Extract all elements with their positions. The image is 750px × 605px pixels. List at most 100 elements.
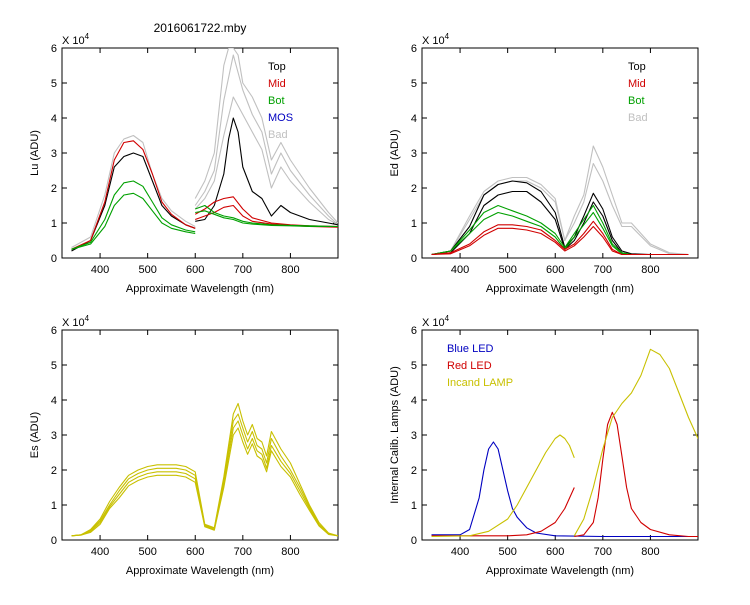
legend-entry-mid: Mid (268, 78, 286, 90)
x-tick-label: 800 (641, 264, 659, 276)
y-exponent-label: X 104 (422, 314, 450, 329)
y-tick-label: 2 (51, 183, 57, 195)
y-tick-label: 3 (51, 430, 57, 442)
x-tick-label: 700 (594, 264, 612, 276)
series-line-bad (194, 96, 338, 226)
y-tick-label: 0 (411, 253, 417, 265)
y-exponent-base: X 10 (62, 35, 85, 47)
legend-entry-bot: Bot (268, 95, 285, 107)
legend-entry-mid: Mid (628, 78, 646, 90)
y-exponent-base: X 10 (422, 317, 445, 329)
y-tick-label: 0 (51, 253, 57, 265)
x-tick-label: 600 (186, 546, 204, 558)
series-line-blue-led (431, 441, 698, 538)
y-exponent-power: 4 (445, 32, 450, 41)
y-exponent-label: X 104 (422, 32, 450, 47)
series-line-bad (431, 145, 689, 256)
x-tick-label: 800 (641, 546, 659, 558)
y-exponent-base: X 10 (62, 317, 85, 329)
y-tick-label: 2 (411, 183, 417, 195)
y-tick-label: 1 (411, 500, 417, 512)
series-group (431, 348, 698, 538)
y-tick-label: 0 (51, 535, 57, 547)
series-group (71, 402, 338, 537)
y-tick-label: 1 (411, 218, 417, 230)
x-tick-label: 400 (91, 546, 109, 558)
y-exponent-power: 4 (445, 314, 450, 323)
x-tick-label: 800 (281, 546, 299, 558)
series-line-red-led (574, 411, 698, 538)
y-tick-label: 6 (411, 325, 417, 337)
y-tick-label: 1 (51, 218, 57, 230)
series-line-es (71, 427, 338, 537)
y-axis-label: Internal Calib. Lamps (ADU) (389, 366, 401, 504)
x-tick-label: 700 (234, 546, 252, 558)
y-tick-label: 2 (411, 465, 417, 477)
series-line-bot (71, 192, 196, 250)
x-tick-label: 600 (546, 546, 564, 558)
y-tick-label: 1 (51, 500, 57, 512)
x-tick-label: 700 (594, 546, 612, 558)
y-exponent-label: X 104 (62, 314, 90, 329)
y-tick-label: 3 (411, 148, 417, 160)
y-tick-label: 2 (51, 465, 57, 477)
y-tick-label: 6 (51, 43, 57, 55)
legend-entry-mos: MOS (268, 112, 293, 124)
x-tick-label: 500 (498, 546, 516, 558)
x-tick-label: 600 (546, 264, 564, 276)
legend-entry-red-led: Red LED (447, 360, 492, 372)
y-tick-label: 6 (51, 325, 57, 337)
y-tick-label: 3 (51, 148, 57, 160)
x-tick-label: 400 (91, 264, 109, 276)
series-line-es (71, 413, 338, 537)
x-tick-label: 800 (281, 264, 299, 276)
x-tick-label: 500 (498, 264, 516, 276)
y-axis-label: Ed (ADU) (389, 129, 401, 176)
legend-entry-bad: Bad (268, 129, 288, 141)
y-tick-label: 5 (411, 360, 417, 372)
series-line-top (71, 152, 196, 252)
series-line-mid (431, 225, 689, 256)
y-tick-label: 5 (411, 78, 417, 90)
x-tick-label: 500 (138, 264, 156, 276)
y-exponent-label: X 104 (62, 32, 90, 47)
y-axis-label: Es (ADU) (29, 412, 41, 458)
y-tick-label: 4 (411, 113, 417, 125)
series-line-es (71, 402, 338, 537)
series-line-bad (71, 134, 196, 248)
series-group (71, 48, 338, 252)
x-tick-label: 500 (138, 546, 156, 558)
y-tick-label: 6 (411, 43, 417, 55)
series-line-top (431, 180, 689, 256)
legend-entry-blue-led: Blue LED (447, 343, 494, 355)
y-tick-label: 3 (411, 430, 417, 442)
series-line-es (71, 420, 338, 537)
y-axis-label: Lu (ADU) (29, 130, 41, 176)
legend-entry-bad: Bad (628, 112, 648, 124)
x-axis-label: Approximate Wavelength (nm) (486, 565, 634, 577)
y-exponent-power: 4 (85, 314, 90, 323)
x-axis-label: Approximate Wavelength (nm) (486, 283, 634, 295)
series-line-incand-lamp (431, 434, 575, 538)
x-axis-label: Approximate Wavelength (nm) (126, 565, 274, 577)
series-line-bot (71, 180, 196, 250)
y-tick-label: 4 (51, 395, 57, 407)
legend-entry-top: Top (628, 61, 646, 73)
y-tick-label: 4 (411, 395, 417, 407)
series-line-mid (71, 140, 196, 250)
series-group (431, 145, 689, 256)
figure-title: 2016061722.mby (154, 21, 247, 35)
legend-entry-top: Top (268, 61, 286, 73)
y-tick-label: 5 (51, 78, 57, 90)
series-line-red-led (431, 487, 575, 537)
x-axis-label: Approximate Wavelength (nm) (126, 283, 274, 295)
x-tick-label: 700 (234, 264, 252, 276)
legend-entry-incand-lamp: Incand LAMP (447, 377, 513, 389)
y-tick-label: 4 (51, 113, 57, 125)
x-tick-label: 400 (451, 546, 469, 558)
